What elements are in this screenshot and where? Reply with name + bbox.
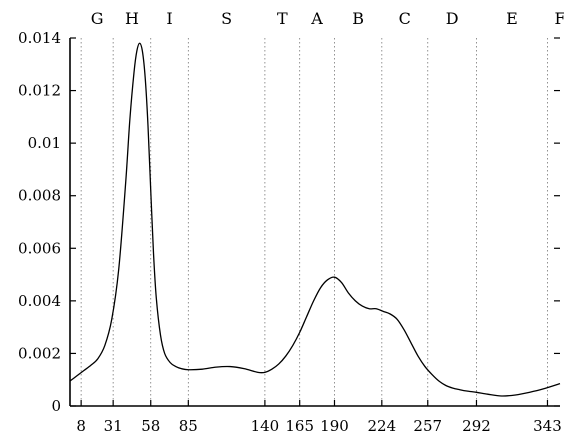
x-tick-label: 343 (533, 417, 562, 435)
region-label: G (91, 9, 104, 28)
y-tick-label: 0.008 (18, 187, 61, 205)
region-label: T (277, 9, 288, 28)
region-label: D (446, 9, 459, 28)
x-tick-label: 31 (104, 417, 123, 435)
region-label: I (166, 9, 172, 28)
x-tick-label: 292 (462, 417, 491, 435)
x-axis-ticks: 8 31 58 85 140 165 190 224 257 292 343 (76, 400, 562, 435)
region-label: H (125, 9, 139, 28)
x-tick-label: 140 (251, 417, 280, 435)
region-label: A (310, 9, 323, 28)
region-label: F (554, 9, 564, 28)
y-tick-label: 0.006 (18, 239, 61, 257)
series-layer (69, 42, 561, 397)
y-tick-label: 0 (51, 397, 61, 415)
region-label: S (221, 9, 232, 28)
x-tick-label: 8 (76, 417, 86, 435)
region-label: C (399, 9, 411, 28)
grid-lines (80, 38, 548, 406)
y-tick-label: 0.002 (18, 344, 61, 362)
axes (69, 38, 560, 407)
y-tick-label: 0.01 (28, 134, 61, 152)
x-tick-label: 58 (141, 417, 160, 435)
series-line (69, 42, 561, 397)
y-tick-label: 0.014 (18, 29, 61, 47)
region-label: E (506, 9, 518, 28)
y-tick-label: 0.004 (18, 292, 61, 310)
x-tick-label: 85 (179, 417, 198, 435)
x-tick-label: 190 (320, 417, 349, 435)
x-tick-label: 165 (285, 417, 314, 435)
y-tick-label: 0.012 (18, 82, 61, 100)
x-tick-label: 224 (367, 417, 396, 435)
x-tick-label: 257 (413, 417, 442, 435)
region-label: B (352, 9, 364, 28)
y-axis-ticks: 0 0.002 0.004 0.006 0.008 0.01 0.012 0.014 (18, 29, 560, 415)
